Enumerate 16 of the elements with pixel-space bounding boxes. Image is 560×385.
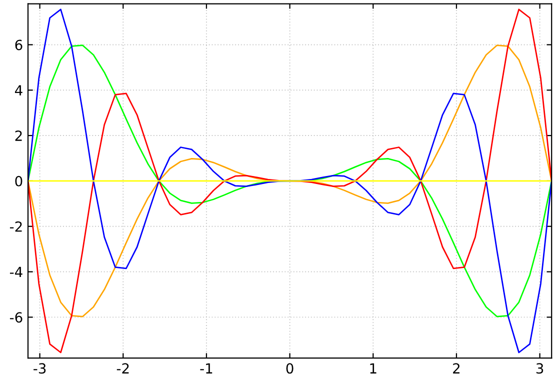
x-tick-label: 3 bbox=[536, 363, 544, 374]
y-tick-label: -2 bbox=[10, 221, 22, 232]
line-series bbox=[28, 44, 552, 318]
y-tick-label: -4 bbox=[10, 266, 22, 278]
line-series bbox=[28, 8, 552, 354]
x-tick-label: -1 bbox=[200, 363, 212, 374]
x-tick-label: 2 bbox=[453, 363, 460, 374]
y-tick-label: -6 bbox=[10, 312, 22, 323]
x-tick-label: -2 bbox=[116, 363, 129, 374]
x-tick-label: 0 bbox=[286, 363, 294, 374]
y-tick-label: 2 bbox=[15, 130, 22, 141]
x-tick-label: -3 bbox=[34, 363, 46, 374]
x-tick-label: 1 bbox=[370, 363, 376, 374]
y-tick-label: 6 bbox=[15, 40, 22, 50]
y-tick-label: 4 bbox=[14, 85, 22, 96]
y-tick-label: 0 bbox=[15, 176, 22, 186]
